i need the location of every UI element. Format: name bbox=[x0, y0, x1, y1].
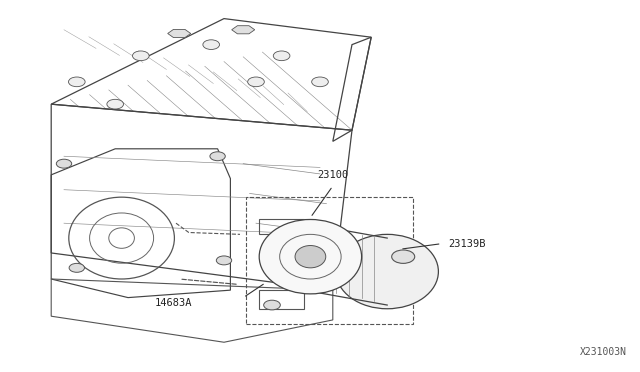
Ellipse shape bbox=[295, 246, 326, 268]
Circle shape bbox=[56, 159, 72, 168]
Circle shape bbox=[68, 77, 85, 87]
Ellipse shape bbox=[259, 219, 362, 294]
Circle shape bbox=[392, 250, 415, 263]
Circle shape bbox=[132, 51, 149, 61]
Circle shape bbox=[312, 77, 328, 87]
Circle shape bbox=[248, 77, 264, 87]
Polygon shape bbox=[168, 29, 191, 38]
Circle shape bbox=[210, 152, 225, 161]
Circle shape bbox=[203, 40, 220, 49]
Text: 23139B: 23139B bbox=[448, 239, 486, 248]
Text: 14683A: 14683A bbox=[154, 298, 192, 308]
Circle shape bbox=[264, 300, 280, 310]
Text: 23100: 23100 bbox=[317, 170, 348, 180]
Circle shape bbox=[273, 51, 290, 61]
Circle shape bbox=[107, 99, 124, 109]
Text: X231003N: X231003N bbox=[580, 347, 627, 357]
Polygon shape bbox=[232, 26, 255, 34]
Circle shape bbox=[216, 256, 232, 265]
Circle shape bbox=[69, 263, 84, 272]
Ellipse shape bbox=[336, 234, 438, 309]
